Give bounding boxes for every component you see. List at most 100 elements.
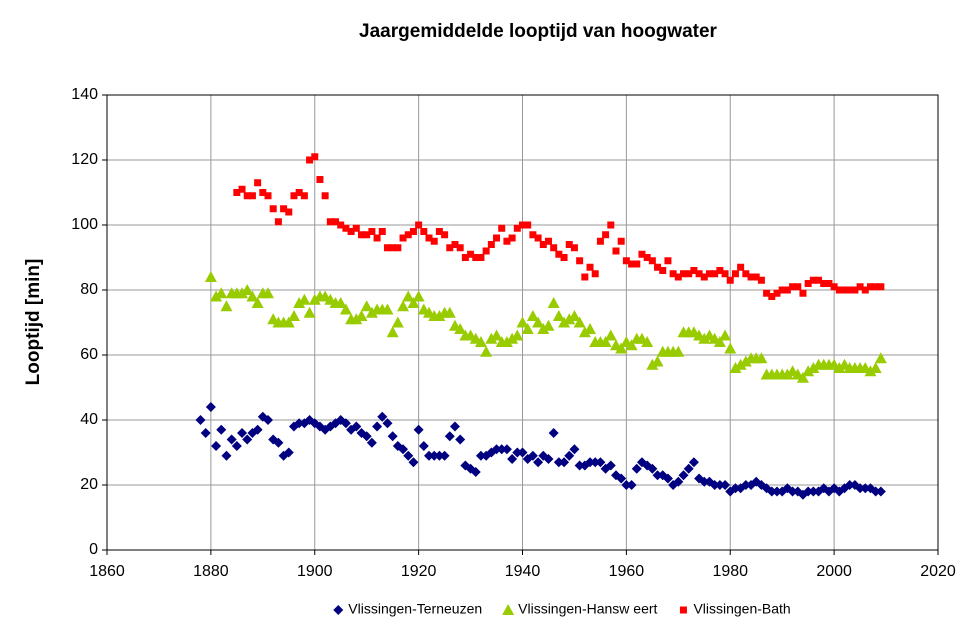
point: [690, 267, 698, 274]
point: [372, 421, 383, 432]
point: [262, 287, 275, 299]
legend-marker: [502, 604, 515, 615]
y-tick-label: 140: [71, 86, 98, 103]
point: [293, 297, 306, 308]
point: [747, 273, 755, 281]
point: [683, 463, 694, 474]
point: [519, 221, 526, 229]
point: [412, 290, 425, 302]
point: [424, 450, 435, 461]
point: [204, 271, 217, 282]
point: [835, 286, 843, 294]
point: [351, 421, 362, 432]
point: [361, 431, 372, 442]
point: [595, 457, 606, 468]
point: [508, 234, 516, 242]
point: [581, 273, 589, 281]
point: [659, 267, 667, 274]
point: [435, 228, 443, 235]
point: [552, 310, 565, 321]
point: [500, 336, 513, 347]
point: [503, 237, 511, 245]
point: [397, 300, 410, 312]
point: [560, 254, 568, 261]
point: [654, 263, 662, 271]
point: [869, 362, 882, 373]
point: [269, 205, 277, 213]
x-tick-label: 1860: [89, 563, 125, 580]
point: [861, 286, 869, 294]
point: [664, 257, 672, 265]
point: [283, 447, 294, 458]
point: [238, 185, 246, 193]
point: [205, 402, 216, 412]
point: [596, 237, 604, 245]
point: [612, 247, 620, 255]
point: [641, 336, 654, 347]
point: [877, 283, 885, 291]
point: [246, 290, 259, 302]
point: [830, 283, 838, 291]
point: [444, 431, 455, 442]
point: [730, 483, 741, 494]
point: [378, 228, 386, 235]
point: [482, 247, 490, 255]
point: [698, 332, 711, 344]
point: [714, 480, 725, 490]
point: [783, 286, 791, 294]
point: [864, 365, 877, 377]
point: [662, 473, 673, 484]
point: [803, 486, 814, 497]
point: [350, 313, 363, 325]
point: [578, 326, 591, 338]
point: [294, 418, 305, 429]
legend-label: Vlissingen-Hansw eert: [518, 601, 657, 617]
point: [215, 287, 228, 299]
point: [298, 293, 311, 305]
point: [210, 290, 223, 302]
point: [383, 244, 391, 252]
point: [585, 457, 596, 468]
point: [752, 273, 760, 281]
point: [529, 231, 537, 239]
point: [602, 231, 610, 239]
point: [631, 463, 642, 474]
point: [726, 276, 734, 284]
point: [737, 263, 745, 271]
y-tick-label: 80: [80, 281, 98, 298]
point: [647, 463, 658, 474]
point: [231, 441, 242, 451]
point: [621, 480, 632, 490]
point: [386, 326, 399, 338]
point: [487, 241, 495, 248]
point: [311, 153, 319, 161]
point: [443, 306, 456, 318]
point: [742, 270, 750, 278]
point: [391, 316, 404, 328]
point: [409, 228, 417, 235]
point: [398, 444, 409, 455]
point: [729, 362, 742, 373]
point: [402, 290, 415, 302]
y-tick-label: 20: [80, 476, 98, 493]
point: [740, 480, 751, 490]
point: [434, 450, 445, 461]
point: [568, 310, 581, 321]
x-tick-label: 1920: [401, 563, 437, 580]
point: [734, 358, 747, 370]
chart-title: Jaargemiddelde looptijd van hoogwater: [359, 21, 717, 42]
point: [846, 286, 854, 294]
point: [295, 189, 303, 196]
y-axis-label: Looptijd [min]: [23, 259, 44, 386]
point: [195, 415, 206, 425]
point: [695, 270, 703, 278]
point: [524, 221, 532, 229]
point: [553, 457, 564, 468]
point: [282, 316, 295, 328]
point: [200, 428, 211, 438]
point: [226, 434, 237, 445]
point: [211, 441, 222, 451]
point: [342, 224, 350, 232]
point: [480, 345, 493, 357]
point: [680, 270, 688, 278]
